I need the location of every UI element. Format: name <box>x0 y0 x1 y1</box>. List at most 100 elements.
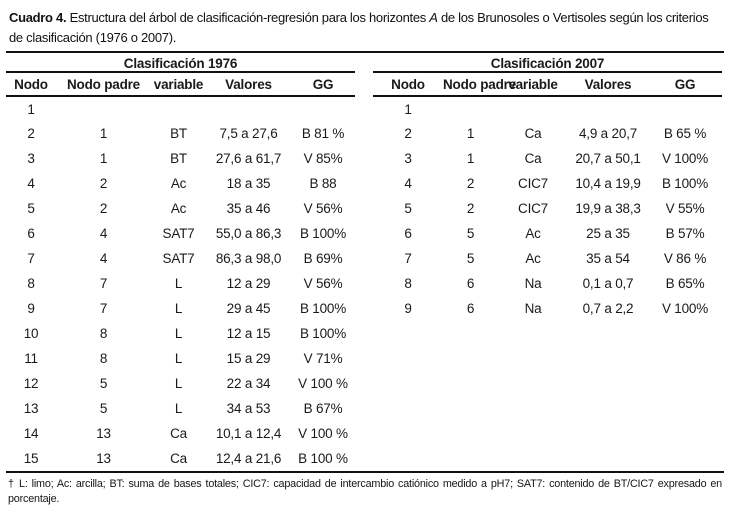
table-cell: SAT7 <box>162 251 195 266</box>
table-cell: 19,9 a 38,3 <box>575 201 641 216</box>
classification-1976-table: Clasificación 1976 Nodo Nodo padre variabl… <box>6 53 355 471</box>
table-cell: 25 a 35 <box>586 226 630 241</box>
table-row: 11 8 L 15 a 29 V 71% <box>6 346 355 371</box>
table-cell: 3 <box>27 151 35 166</box>
table-cell: Ca <box>170 426 187 441</box>
table-row: 14 13 Ca 10,1 a 12,4 V 100 % <box>6 421 355 446</box>
table-cell: Ca <box>524 151 542 166</box>
col-header-nodo: Nodo <box>373 73 443 97</box>
table-cell: 10,1 a 12,4 <box>215 426 282 441</box>
table-row: 5 2 Ac 35 a 46 V 56% <box>6 196 355 221</box>
table-cell: 1 <box>404 101 412 117</box>
table-cell: 18 a 35 <box>226 176 271 191</box>
table-row: 12 5 L 22 a 34 V 100 % <box>6 371 355 396</box>
table-cell: 1 <box>99 151 108 166</box>
col-header-valores: Valores <box>568 73 648 97</box>
col-header-variable: variable <box>151 73 206 97</box>
table-cell: 11 <box>24 351 38 366</box>
table-cell: 14 <box>23 426 39 441</box>
table-cell: Ca <box>170 451 187 466</box>
table-row: 6 5 Ac 25 a 35 B 57% <box>373 221 722 246</box>
table-cell: Ac <box>170 201 187 216</box>
table-cell <box>291 96 355 121</box>
table-row: 2 1 Ca 4,9 a 20,7 B 65 % <box>373 121 722 146</box>
table-cell <box>206 96 291 121</box>
table-row: 3 1 Ca 20,7 a 50,1 V 100% <box>373 146 722 171</box>
table-cell: V 100% <box>661 301 709 316</box>
table-cell: L <box>174 276 183 291</box>
table-cell: 1 <box>466 151 475 166</box>
table-row: 4 2 Ac 18 a 35 B 88 <box>6 171 355 196</box>
table-cell: 7 <box>27 251 35 266</box>
table-cell: 5 <box>99 376 108 391</box>
table-cell: 29 a 45 <box>226 301 271 316</box>
table-cell: V 56% <box>303 276 343 291</box>
table-cell: BT <box>170 126 187 141</box>
table-cell: 6 <box>466 276 475 291</box>
table-group-header-1976: Clasificación 1976 <box>6 53 355 73</box>
table-cell: B 57% <box>665 226 705 241</box>
table-row: 1 <box>373 96 722 121</box>
table-cell: B 100 % <box>298 451 348 466</box>
col-header-nodo-padre: Nodo padre <box>56 73 151 97</box>
data-table-1976: Nodo Nodo padre variable Valores GG 1 2 1 BT 7,5… <box>6 73 355 471</box>
caption-emphasis: A <box>429 10 438 25</box>
col-header-valores: Valores <box>206 73 291 97</box>
table-row: 13 5 L 34 a 53 B 67% <box>6 396 355 421</box>
col-header-gg: GG <box>291 73 355 97</box>
table-cell: V 100 % <box>298 376 348 391</box>
table-cell: 2 <box>99 201 108 216</box>
table-cell: 5 <box>99 401 108 416</box>
table-cell <box>151 96 206 121</box>
table-cell: 10,4 a 19,9 <box>575 176 641 191</box>
table-cell: CIC7 <box>518 176 548 191</box>
table-cell: 15 a 29 <box>226 351 271 366</box>
table-cell: 2 <box>99 176 108 191</box>
table-cell: 5 <box>466 251 475 266</box>
table-cell: 12 a 29 <box>226 276 271 291</box>
table-row: 4 2 CIC7 10,4 a 19,9 B 100% <box>373 171 722 196</box>
tables-region: Clasificación 1976 Nodo Nodo padre variabl… <box>6 53 724 471</box>
table-row: 6 4 SAT7 55,0 a 86,3 B 100% <box>6 221 355 246</box>
col-header-variable: variable <box>498 73 568 97</box>
table-cell: 34 a 53 <box>226 401 271 416</box>
table-cell: 12,4 a 21,6 <box>215 451 282 466</box>
table-cell: SAT7 <box>162 226 195 241</box>
caption-label: Cuadro 4. <box>9 10 67 25</box>
table-cell: 12 <box>23 376 39 391</box>
table-cell: 4 <box>99 251 108 266</box>
table-cell: 7,5 a 27,6 <box>219 126 278 141</box>
table-cell <box>443 96 498 121</box>
col-header-nodo: Nodo <box>6 73 56 97</box>
table-cell: L <box>174 401 183 416</box>
table-cell: B 67% <box>303 401 343 416</box>
table-row: 7 5 Ac 35 a 54 V 86 % <box>373 246 722 271</box>
table-row: 9 6 Na 0,7 a 2,2 V 100% <box>373 296 722 321</box>
table-cell: 2 <box>466 201 475 216</box>
table-cell: Ca <box>524 126 542 141</box>
table-cell: V 100 % <box>298 426 348 441</box>
table-cell: V 85% <box>303 151 343 166</box>
table-cell: B 65 % <box>663 126 707 141</box>
table-cell: 86,3 a 98,0 <box>215 251 282 266</box>
table-cell: V 71% <box>303 351 343 366</box>
table-cell: L <box>174 301 183 316</box>
table-cell <box>568 96 648 121</box>
table-cell: 6 <box>27 226 35 241</box>
header-row: Nodo Nodo padre variable Valores GG <box>6 73 355 97</box>
table-cell: B 100% <box>299 301 347 316</box>
table-cell: 7 <box>99 276 108 291</box>
table-cell: 7 <box>99 301 108 316</box>
table-row: 8 6 Na 0,1 a 0,7 B 65% <box>373 271 722 296</box>
table-cell: 4 <box>404 176 412 191</box>
header-row: Nodo Nodo padre variable Valores GG <box>373 73 722 97</box>
table-cell: 2 <box>466 176 475 191</box>
table-cell: 1 <box>99 126 108 141</box>
table-cell: 13 <box>96 451 111 466</box>
table-cell: 5 <box>466 226 475 241</box>
table-row: 1 <box>6 96 355 121</box>
table-cell: L <box>174 326 183 341</box>
table-cell: 1 <box>466 126 475 141</box>
table-cell: 1 <box>27 101 35 117</box>
table-cell: 13 <box>23 401 39 416</box>
